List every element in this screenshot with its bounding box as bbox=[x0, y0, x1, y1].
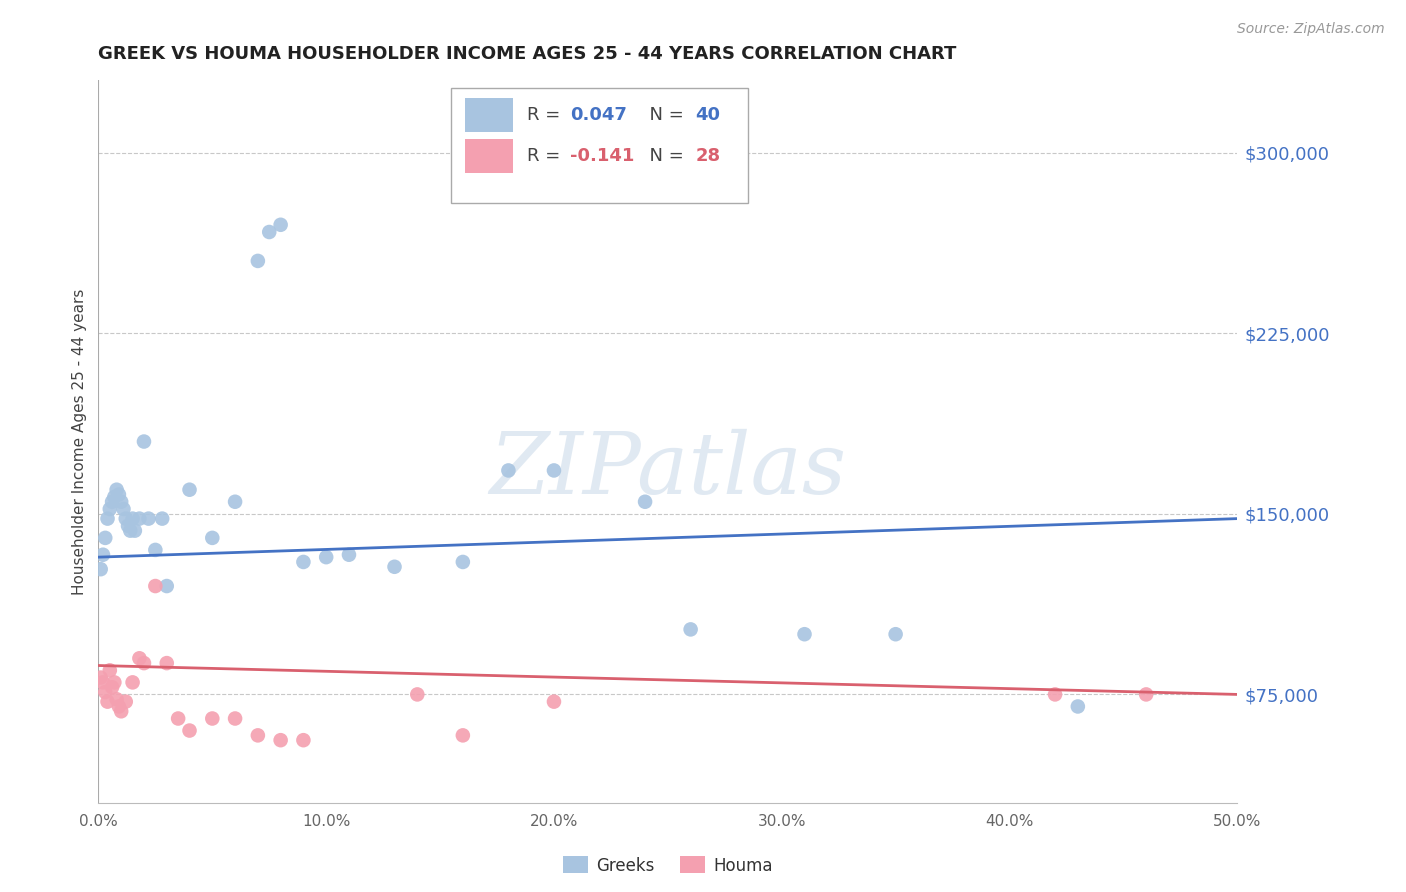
Point bbox=[90, 671, 112, 685]
Point bbox=[121, 675, 143, 690]
Point bbox=[451, 555, 474, 569]
Text: N =: N = bbox=[638, 147, 690, 165]
Text: ZIPatlas: ZIPatlas bbox=[489, 429, 846, 512]
Point bbox=[128, 511, 150, 525]
Point bbox=[150, 511, 173, 525]
Text: 28: 28 bbox=[695, 147, 720, 165]
Point bbox=[114, 695, 136, 709]
Point bbox=[259, 225, 281, 239]
Text: GREEK VS HOUMA HOUSEHOLDER INCOME AGES 25 - 44 YEARS CORRELATION CHART: GREEK VS HOUMA HOUSEHOLDER INCOME AGES 2… bbox=[98, 45, 957, 63]
Point bbox=[246, 728, 269, 742]
Point bbox=[108, 487, 131, 501]
Point bbox=[179, 723, 201, 738]
Point bbox=[1067, 699, 1090, 714]
Point bbox=[132, 434, 155, 449]
Point bbox=[105, 483, 128, 497]
Point bbox=[246, 253, 269, 268]
Point bbox=[292, 733, 315, 747]
Point bbox=[315, 550, 337, 565]
Point bbox=[201, 531, 224, 545]
Point bbox=[120, 524, 142, 538]
Point bbox=[634, 494, 657, 508]
Point bbox=[91, 675, 114, 690]
Text: -0.141: -0.141 bbox=[569, 147, 634, 165]
Point bbox=[167, 712, 190, 726]
Point bbox=[117, 519, 139, 533]
Text: R =: R = bbox=[527, 106, 565, 124]
Point bbox=[132, 656, 155, 670]
Point bbox=[179, 483, 201, 497]
Point bbox=[96, 511, 118, 525]
Point bbox=[384, 559, 406, 574]
Legend: Greeks, Houma: Greeks, Houma bbox=[557, 850, 779, 881]
Point bbox=[543, 695, 565, 709]
Point bbox=[94, 531, 117, 545]
Point bbox=[793, 627, 815, 641]
Point bbox=[145, 579, 167, 593]
Point bbox=[498, 463, 520, 477]
Point bbox=[98, 502, 121, 516]
Point bbox=[145, 542, 167, 557]
Point bbox=[124, 524, 146, 538]
Point bbox=[103, 675, 125, 690]
Point bbox=[451, 728, 474, 742]
Point bbox=[91, 548, 114, 562]
Point bbox=[337, 548, 360, 562]
Point bbox=[94, 685, 117, 699]
Point bbox=[679, 623, 702, 637]
Point bbox=[114, 511, 136, 525]
Point bbox=[156, 656, 179, 670]
Point bbox=[112, 502, 135, 516]
Point bbox=[406, 687, 429, 701]
Point bbox=[101, 494, 124, 508]
Point bbox=[138, 511, 160, 525]
Point bbox=[101, 680, 124, 694]
Point bbox=[105, 692, 128, 706]
Point bbox=[110, 704, 132, 718]
Point bbox=[110, 494, 132, 508]
Point bbox=[201, 712, 224, 726]
Point bbox=[103, 490, 125, 504]
Point bbox=[108, 699, 131, 714]
FancyBboxPatch shape bbox=[451, 87, 748, 203]
Text: Source: ZipAtlas.com: Source: ZipAtlas.com bbox=[1237, 22, 1385, 37]
Text: 40: 40 bbox=[695, 106, 720, 124]
Point bbox=[1135, 687, 1157, 701]
Text: 0.047: 0.047 bbox=[569, 106, 627, 124]
Point bbox=[96, 695, 118, 709]
Point bbox=[270, 733, 292, 747]
Text: N =: N = bbox=[638, 106, 690, 124]
Point bbox=[270, 218, 292, 232]
Text: R =: R = bbox=[527, 147, 565, 165]
Point bbox=[128, 651, 150, 665]
Point bbox=[98, 664, 121, 678]
Point bbox=[90, 562, 112, 576]
Point bbox=[156, 579, 179, 593]
FancyBboxPatch shape bbox=[465, 139, 513, 173]
FancyBboxPatch shape bbox=[465, 97, 513, 132]
Point bbox=[224, 712, 246, 726]
Point bbox=[224, 494, 246, 508]
Point bbox=[292, 555, 315, 569]
Point bbox=[1043, 687, 1066, 701]
Y-axis label: Householder Income Ages 25 - 44 years: Householder Income Ages 25 - 44 years bbox=[72, 288, 87, 595]
Point bbox=[543, 463, 565, 477]
Point bbox=[121, 511, 143, 525]
Point bbox=[884, 627, 907, 641]
